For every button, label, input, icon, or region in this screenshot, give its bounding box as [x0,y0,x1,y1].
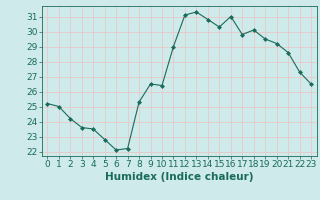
X-axis label: Humidex (Indice chaleur): Humidex (Indice chaleur) [105,172,253,182]
